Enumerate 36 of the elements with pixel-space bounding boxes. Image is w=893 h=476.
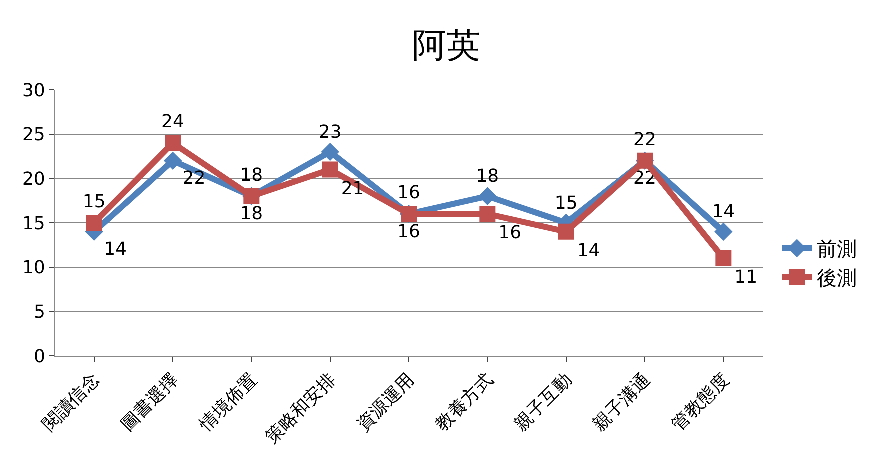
y-tick-label: 0 <box>34 346 46 368</box>
x-tick-label: 親子溝通 <box>589 370 655 436</box>
y-tick-label: 15 <box>22 213 46 234</box>
data-label: 14 <box>104 239 127 260</box>
chart-title: 阿英 <box>412 26 480 66</box>
x-tick-label: 教養方式 <box>432 370 498 436</box>
y-tick-label: 10 <box>22 258 46 279</box>
x-tick-label: 親子互動 <box>510 370 576 436</box>
data-label: 18 <box>240 164 264 186</box>
data-label: 18 <box>240 204 264 225</box>
data-label: 23 <box>318 122 342 143</box>
data-label: 11 <box>734 266 758 288</box>
data-label: 15 <box>82 192 106 212</box>
x-tick-label: 管教態度 <box>668 370 734 436</box>
y-tick-label: 30 <box>22 80 46 102</box>
data-label: 16 <box>498 222 522 244</box>
x-tick-label: 情境佈置 <box>195 370 262 436</box>
y-tick-label: 5 <box>34 302 46 323</box>
legend-label: 前測 <box>817 237 858 262</box>
x-tick-label: 閱讀信念 <box>38 370 104 436</box>
data-label: 14 <box>577 240 600 262</box>
x-tick-label: 資源運用 <box>353 370 419 436</box>
data-label: 18 <box>476 166 500 188</box>
data-label: 14 <box>712 202 736 223</box>
data-label: 24 <box>162 112 184 133</box>
data-label: 16 <box>398 182 420 204</box>
x-tick-label: 策略和安排 <box>262 370 340 448</box>
legend-label: 後測 <box>817 266 858 290</box>
data-label: 21 <box>341 178 364 200</box>
data-label: 22 <box>634 129 656 150</box>
data-label: 22 <box>182 168 206 190</box>
y-tick-label: 25 <box>22 124 46 146</box>
data-label: 15 <box>554 192 578 214</box>
x-tick-label: 圖書選擇 <box>117 370 183 436</box>
y-tick-label: 20 <box>22 168 46 190</box>
data-label: 16 <box>398 221 420 242</box>
